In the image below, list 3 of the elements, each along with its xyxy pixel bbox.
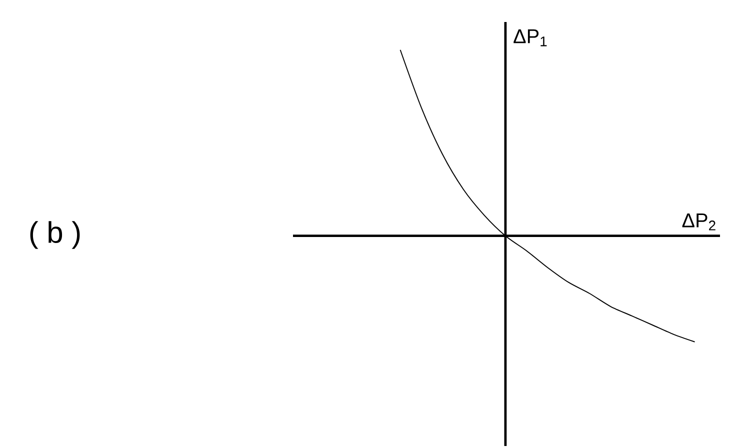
y-axis-title: ΔP$_{1}$	[514, 29, 547, 46]
x-axis-title: ΔP$_{2}$	[682, 213, 716, 230]
text: ( b )	[30, 220, 80, 249]
